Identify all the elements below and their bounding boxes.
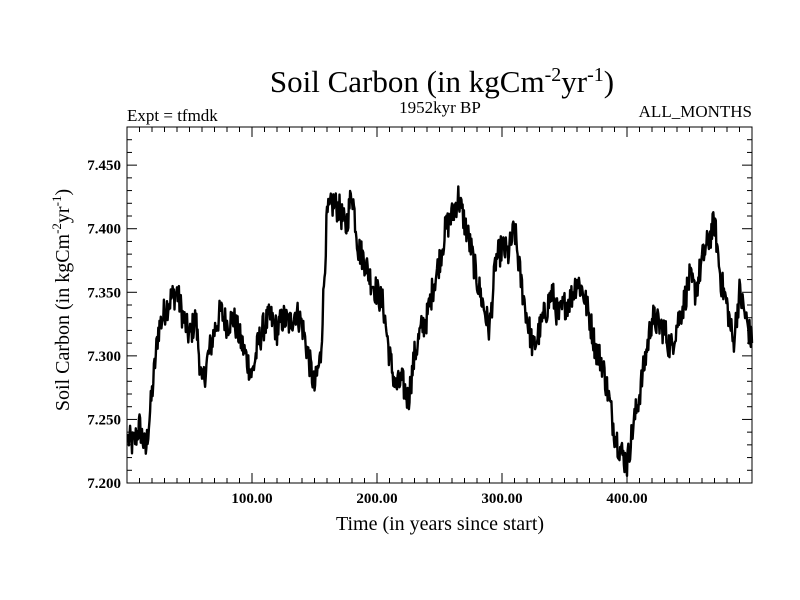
chart-title-suffix: ): [604, 64, 614, 99]
chart-title-sup2: -1: [587, 64, 604, 86]
axis-ticks: [127, 127, 752, 484]
subtitle-center: 1952kyr BP: [399, 98, 481, 117]
x-tick-labels: 100.00 200.00 300.00 400.00: [231, 491, 647, 507]
y-axis-title-prefix: Soil Carbon (in kgCm: [52, 233, 74, 411]
x-tick-label: 100.00: [231, 491, 272, 507]
chart-title-mid: yr: [561, 64, 588, 99]
subtitle-right: ALL_MONTHS: [639, 102, 752, 121]
y-axis-title: Soil Carbon (in kgCm-2yr-1): [49, 189, 74, 411]
y-axis-title-sup1: -2: [49, 223, 64, 234]
y-axis-title-mid: yr: [52, 206, 74, 223]
chart-title-prefix: Soil Carbon (in kgCm: [270, 64, 545, 99]
y-axis-title-sup2: -1: [49, 196, 64, 207]
y-tick-label: 7.350: [87, 285, 121, 301]
y-tick-label: 7.200: [87, 476, 121, 492]
y-tick-label: 7.250: [87, 412, 121, 428]
x-tick-label: 200.00: [356, 491, 397, 507]
y-tick-label: 7.450: [87, 158, 121, 174]
y-tick-labels: 7.200 7.250 7.300 7.350 7.400 7.450: [87, 158, 121, 492]
y-axis-title-suffix: ): [52, 189, 74, 196]
series-line: [127, 185, 754, 477]
x-tick-label: 400.00: [606, 491, 647, 507]
subtitle-left: Expt = tfmdk: [127, 106, 218, 125]
x-tick-label: 300.00: [481, 491, 522, 507]
chart-title-sup1: -2: [545, 64, 562, 86]
x-axis-title: Time (in years since start): [336, 513, 544, 535]
y-tick-label: 7.300: [87, 349, 121, 365]
chart-title: Soil Carbon (in kgCm-2yr-1): [270, 64, 614, 99]
y-tick-label: 7.400: [87, 222, 121, 238]
